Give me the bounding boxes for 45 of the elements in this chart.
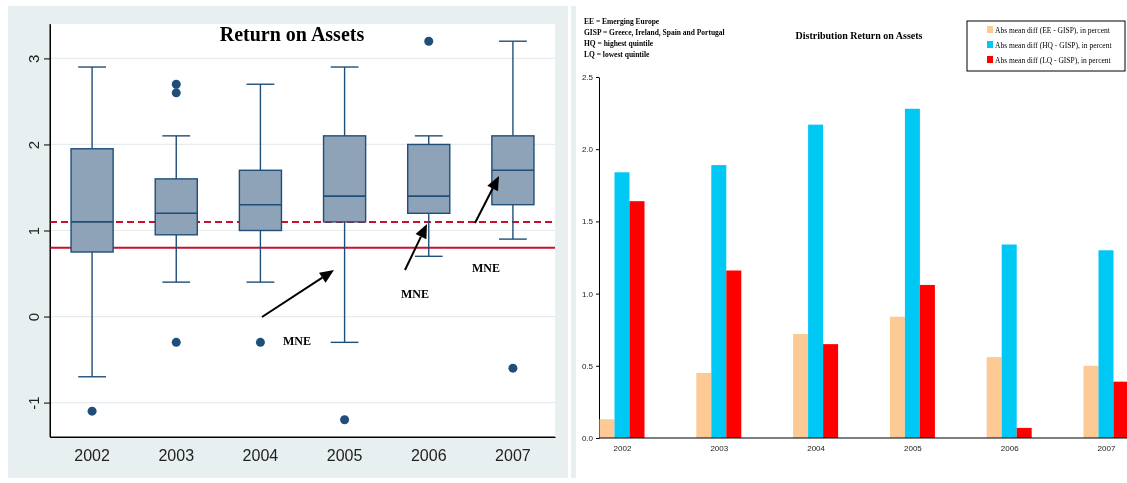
bar <box>1001 244 1017 438</box>
bar <box>614 172 630 438</box>
x-tick-label: 2004 <box>807 443 826 453</box>
y-tick-label: 1 <box>25 226 43 236</box>
bar <box>823 344 839 438</box>
bar <box>904 108 920 438</box>
y-tick-label: 2.0 <box>581 145 594 155</box>
bar <box>793 334 809 438</box>
bar <box>599 419 615 438</box>
bar <box>1113 381 1127 438</box>
y-tick-label: 1.5 <box>581 217 594 227</box>
x-tick-label: 2004 <box>242 446 279 464</box>
bar <box>1098 250 1114 438</box>
x-tick-label: 2007 <box>495 446 531 464</box>
x-tick-label: 2005 <box>326 446 363 464</box>
annotation: MNE <box>283 334 311 348</box>
bar <box>629 201 645 438</box>
chart-title: Distribution Return on Assets <box>795 30 923 41</box>
x-tick-label: 2006 <box>410 446 447 464</box>
chart-title: Return on Assets <box>219 23 365 45</box>
annotation: MNE <box>401 287 429 301</box>
y-tick-label: -1 <box>25 396 43 410</box>
annotation: MNE <box>472 261 500 275</box>
x-tick-label: 2002 <box>613 443 632 453</box>
x-tick-label: 2005 <box>904 443 923 453</box>
bar <box>711 165 727 438</box>
y-tick-label: 1.0 <box>581 289 594 299</box>
bar <box>1083 365 1099 438</box>
x-tick-label: 2003 <box>158 446 195 464</box>
bar <box>919 284 935 438</box>
bar <box>726 270 742 438</box>
y-tick-label: 2 <box>25 140 43 150</box>
y-tick-label: 3 <box>25 54 43 64</box>
y-tick-label: 0 <box>25 312 43 322</box>
bar <box>889 316 905 438</box>
x-tick-label: 2006 <box>1000 443 1020 453</box>
bar <box>808 124 824 438</box>
y-tick-label: 2.5 <box>581 73 594 83</box>
y-tick-label: 0.5 <box>581 361 594 371</box>
x-tick-label: 2002 <box>74 446 110 464</box>
x-tick-label: 2003 <box>710 443 729 453</box>
bar <box>986 357 1002 438</box>
x-tick-label: 2007 <box>1097 443 1116 453</box>
y-tick-label: 0.0 <box>581 434 594 444</box>
bar <box>696 373 712 438</box>
